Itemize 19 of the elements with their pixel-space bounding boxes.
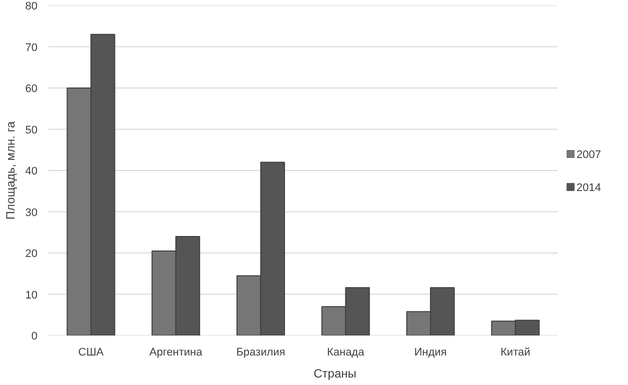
x-tick-label: Индия xyxy=(414,346,447,358)
x-tick-label: Китай xyxy=(500,346,530,358)
y-tick-label: 20 xyxy=(25,248,38,260)
y-tick-label: 40 xyxy=(25,166,38,178)
x-tick-label: Бразилия xyxy=(236,346,286,358)
y-tick-label: 60 xyxy=(25,83,38,95)
y-tick-label: 80 xyxy=(25,0,38,12)
x-axis-title: Страны xyxy=(314,366,356,380)
y-axis-title: Площадь, млн. га xyxy=(3,121,18,220)
legend-label: 2014 xyxy=(576,182,601,194)
y-tick-label: 70 xyxy=(25,42,38,54)
y-tick-label: 0 xyxy=(31,330,38,342)
y-tick-label: 50 xyxy=(25,124,38,136)
y-tick-label: 30 xyxy=(25,206,38,219)
x-tick-label: США xyxy=(78,346,104,358)
x-tick-label: Аргентина xyxy=(149,346,204,358)
legend-label: 2007 xyxy=(576,149,601,161)
x-tick-label: Канада xyxy=(326,346,366,358)
y-tick-label: 10 xyxy=(25,289,38,302)
